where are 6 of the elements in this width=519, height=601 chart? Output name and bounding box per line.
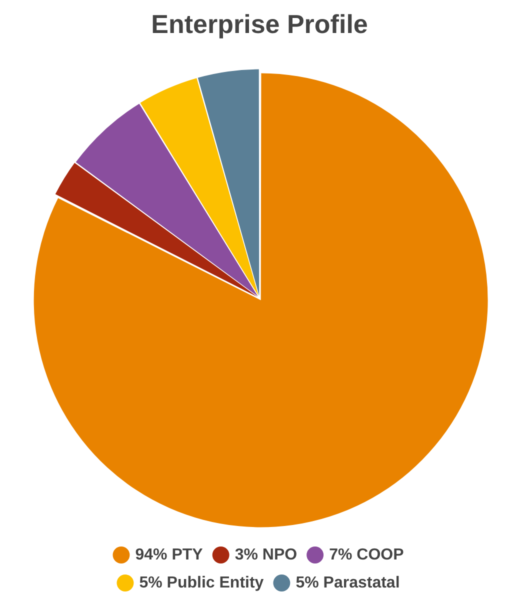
legend-label: 94% PTY (135, 546, 204, 564)
chart-title: Enterprise Profile (151, 8, 368, 39)
legend-label: 5% Parastatal (296, 574, 400, 592)
legend-label: 5% Public Entity (139, 574, 264, 592)
legend-label: 3% NPO (234, 546, 298, 564)
legend-label: 7% COOP (329, 546, 404, 564)
